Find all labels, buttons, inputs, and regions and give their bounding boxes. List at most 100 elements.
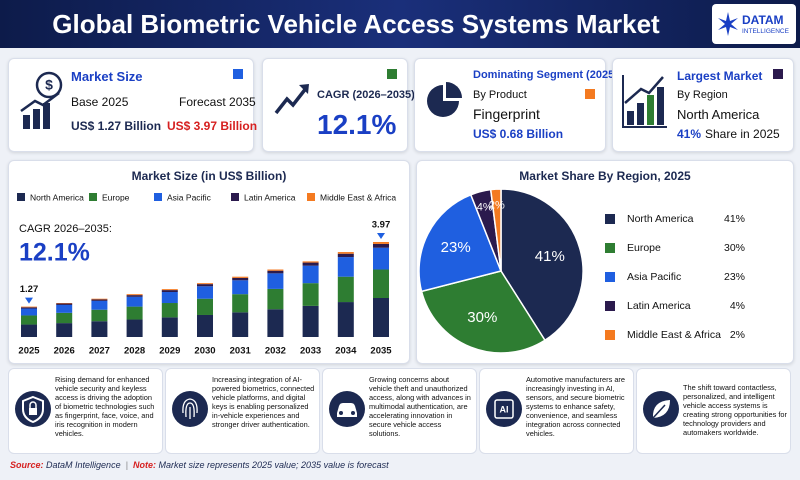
driver-card: AI Automotive manufacturers are increasi… [479, 368, 634, 454]
bar-segment [337, 257, 354, 277]
total-marker [377, 233, 385, 239]
bar-segment [197, 314, 213, 337]
driver-card: Growing concerns about vehicle theft and… [322, 368, 477, 454]
annotation-value: 12.1% [19, 239, 90, 267]
slice-label: 30% [467, 309, 497, 326]
bar-segment [232, 312, 249, 337]
bar-segment [197, 284, 213, 287]
icon-label: AI [500, 404, 509, 414]
bar-segment [56, 323, 73, 337]
legend-label: Asia Pacific [627, 271, 681, 283]
legend-swatch [307, 193, 315, 201]
svg-text:$: $ [45, 77, 53, 93]
bar-segment [56, 304, 73, 313]
bar-segment [302, 283, 319, 306]
bar-segment [56, 312, 73, 324]
bar-panel: Market Size (in US$ Billion) North Americ… [8, 160, 410, 364]
bar-segment [373, 269, 389, 298]
chart-title: Market Size (in US$ Billion) [132, 169, 287, 183]
x-tick-label: 2029 [159, 346, 180, 357]
logo-icon [718, 12, 738, 36]
legend-label: North America [30, 192, 84, 202]
legend-value: 23% [724, 271, 745, 283]
bar-segment [21, 308, 37, 316]
driver-text: Automotive manufacturers are increasingl… [526, 375, 625, 439]
bar-segment [232, 280, 249, 295]
bar-segment [161, 292, 178, 304]
legend-label: Middle East & Africa [320, 192, 396, 202]
bar-segment [126, 295, 143, 297]
bar-segment [161, 289, 178, 291]
slice-label: 23% [441, 239, 471, 256]
x-tick-label: 2034 [335, 346, 357, 357]
logo-tagline: INTELLIGENCE [742, 28, 789, 35]
bar-segment [373, 247, 389, 270]
driver-icon [643, 391, 679, 427]
legend-swatch [605, 214, 615, 224]
bar-segment [373, 243, 389, 248]
driver-text: Rising demand for enhanced vehicle secur… [55, 375, 155, 439]
bar-segment [197, 286, 213, 299]
legend-swatch [17, 193, 25, 201]
legend-value: 30% [724, 242, 745, 254]
bar-segment [197, 298, 213, 315]
x-tick-label: 2035 [370, 346, 392, 357]
bar-chart: Market Size (in US$ Billion) North Americ… [17, 169, 396, 357]
total-label: 1.27 [20, 284, 39, 295]
pie-slice [418, 193, 503, 293]
legend-value: 4% [730, 300, 745, 312]
logo-name: DATAM [742, 13, 784, 27]
icon [274, 84, 309, 115]
bar-segment [267, 309, 284, 337]
region-share-text: Share in 2025 [705, 127, 780, 141]
driver-card: The shift toward contactless, personaliz… [636, 368, 791, 454]
legend-value: 41% [724, 213, 745, 225]
legend-swatch [605, 272, 615, 282]
segment-card: Dominating Segment (2025) By Product Fin… [414, 58, 618, 152]
base-label: Base 2025 [71, 95, 129, 109]
bar-segment [91, 299, 108, 301]
driver-icon [15, 391, 51, 427]
bar-segment [232, 276, 249, 278]
bar-segment [21, 307, 37, 309]
bar-segment [302, 305, 319, 337]
region-name: North America [677, 107, 760, 122]
card-subtitle: By Product [473, 89, 527, 101]
forecast-value: US$ 3.97 Billion [167, 119, 258, 133]
bar-segment [21, 324, 37, 337]
bar-segment [232, 277, 249, 281]
slice-label: 41% [535, 248, 565, 265]
bar-segment [126, 306, 143, 320]
x-tick-label: 2026 [54, 346, 75, 357]
legend-swatch [605, 243, 615, 253]
bar-segment [91, 300, 108, 310]
icon [427, 82, 462, 117]
x-tick-label: 2031 [230, 346, 252, 357]
total-marker [25, 297, 33, 304]
card-subtitle: By Region [677, 89, 728, 101]
driver-text: Increasing integration of AI-powered bio… [212, 375, 315, 430]
bar-segment [267, 270, 284, 274]
legend-swatch [231, 193, 239, 201]
card-marker [387, 69, 397, 79]
driver-text: The shift toward contactless, personaliz… [683, 383, 787, 438]
bar-segment [126, 296, 143, 307]
bar-segment [232, 294, 249, 313]
bar-segment [21, 306, 37, 308]
icon [622, 75, 667, 128]
logo: DATAM INTELLIGENCE [712, 4, 796, 44]
bar-segment [161, 303, 178, 318]
x-tick-label: 2027 [89, 346, 110, 357]
bar-segment [302, 262, 319, 266]
chart-title: Market Share By Region, 2025 [519, 169, 691, 183]
bar-segment [337, 302, 354, 337]
bar-segment [373, 242, 389, 244]
annotation-label: CAGR 2026–2035: [19, 223, 112, 235]
legend-label: North America [627, 213, 694, 225]
x-tick-label: 2033 [300, 346, 321, 357]
source-label: Source: [10, 460, 44, 470]
legend-swatch [605, 301, 615, 311]
bar-segment [267, 288, 284, 310]
bar-segment [91, 309, 108, 322]
